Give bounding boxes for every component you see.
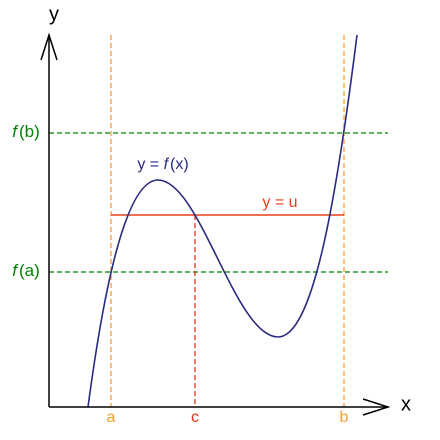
fb-fn: f	[12, 122, 19, 141]
x-axis-label: x	[401, 393, 411, 415]
fa-label: f (a)	[12, 261, 40, 280]
fa-arg: (a)	[19, 261, 40, 280]
u-label: y = u	[262, 194, 297, 211]
curve-label-arg: (x)	[170, 156, 189, 173]
curve	[87, 34, 358, 408]
a-label: a	[107, 409, 116, 426]
b-label: b	[340, 409, 349, 426]
fb-label: f (b)	[12, 122, 40, 141]
fb-arg: (b)	[19, 122, 40, 141]
y-axis-label: y	[49, 3, 59, 25]
curve-label-lead: y =	[137, 156, 163, 173]
x-arrow	[362, 398, 391, 416]
curve-label-fn: f	[164, 156, 170, 173]
fa-fn: f	[12, 261, 19, 280]
y-arrow	[40, 32, 58, 61]
curve-label: y = f (x)	[137, 156, 188, 173]
c-label: c	[191, 409, 199, 426]
